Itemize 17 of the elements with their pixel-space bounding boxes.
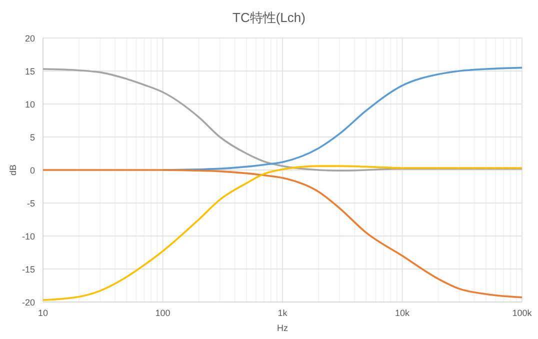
y-tick-label: 20 (24, 34, 35, 44)
y-tick-label: 5 (30, 132, 35, 142)
chart-title: TC特性(Lch) (232, 10, 306, 25)
y-tick-label: -20 (22, 298, 35, 308)
x-tick-label: 10k (394, 308, 410, 318)
x-tick-label: 1k (278, 308, 288, 318)
x-tick-label: 100k (512, 308, 532, 318)
y-tick-label: -5 (26, 198, 35, 208)
y-tick-label: -10 (22, 232, 35, 242)
x-tick-label: 10 (38, 308, 48, 318)
y-tick-label: -15 (22, 264, 35, 274)
x-axis-title: Hz (277, 323, 288, 333)
x-tick-label: 100 (155, 308, 170, 318)
y-tick-label: 10 (24, 100, 35, 110)
y-tick-label: 15 (24, 66, 35, 76)
y-tick-label: 0 (30, 166, 35, 176)
y-axis-title: dB (8, 164, 18, 176)
